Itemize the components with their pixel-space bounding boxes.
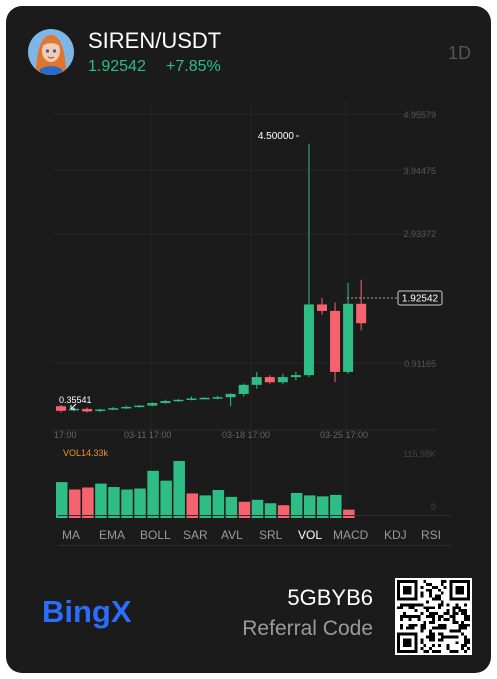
- tab-vol[interactable]: VOL: [298, 528, 323, 542]
- volume-bar: [199, 495, 212, 518]
- qr-code: [395, 578, 472, 655]
- candle-body: [121, 406, 132, 409]
- volume-bar: [238, 501, 251, 518]
- candle-body: [95, 409, 106, 412]
- candle-body: [290, 375, 301, 378]
- tab-sar[interactable]: SAR: [183, 528, 208, 542]
- candle-body: [225, 393, 236, 398]
- divider: [58, 545, 451, 546]
- tab-boll[interactable]: BOLL: [140, 528, 171, 542]
- svg-text:BingX: BingX: [42, 594, 132, 629]
- last-price: 1.92542: [88, 58, 146, 75]
- volume-bar: [134, 488, 146, 518]
- volume-bar: [82, 487, 94, 518]
- volume-max-label: 115.98K: [403, 449, 436, 459]
- pair-title: SIREN/USDT: [88, 28, 222, 53]
- volume-bar: [330, 494, 342, 518]
- volume-bar: [69, 489, 81, 518]
- tab-ema[interactable]: EMA: [99, 528, 126, 542]
- x-tick-label: 03-18 17:00: [222, 430, 270, 440]
- bingx-logo: BingX: [42, 594, 132, 629]
- tab-kdj[interactable]: KDJ: [384, 528, 407, 542]
- x-tick-label: 03-11 17:00: [124, 430, 171, 440]
- candle-body: [264, 377, 275, 383]
- volume-bar: [147, 470, 159, 518]
- volume-bar: [108, 487, 120, 518]
- high-marker: 4.50000: [258, 131, 295, 142]
- candle-body: [251, 377, 262, 385]
- volume-bar: [290, 492, 303, 518]
- candle-body: [173, 399, 184, 402]
- tab-rsi[interactable]: RSI: [421, 528, 442, 542]
- volume-label: VOL14.33k: [63, 448, 109, 458]
- candles-group: [56, 143, 367, 413]
- price-change: +7.85%: [166, 58, 221, 75]
- candle-body: [69, 408, 80, 411]
- candle-body: [186, 398, 197, 400]
- volume-bar: [160, 480, 172, 518]
- indicator-tabs: MA EMA BOLL SAR AVL SRL VOL MACD KDJ RSI: [58, 525, 451, 547]
- share-card: SIREN/USDT 1.92542 +7.85% 1D 4.95579 3.9…: [6, 6, 491, 673]
- volume-zero-label: 0: [431, 502, 436, 512]
- candle-body: [212, 397, 223, 399]
- volume-bar: [173, 460, 185, 518]
- candle-body: [330, 310, 341, 372]
- volume-bar: [277, 505, 290, 518]
- volume-bar: [56, 482, 68, 518]
- candle-body: [277, 377, 288, 383]
- volume-bars-group: [56, 460, 355, 518]
- low-marker-arrow-icon: [70, 403, 77, 410]
- volume-bar: [186, 493, 198, 518]
- candle-body: [56, 406, 66, 411]
- chart-grid: [52, 102, 436, 512]
- candle-body: [317, 304, 327, 311]
- last-price-tag-box: [397, 290, 443, 306]
- x-tick-label: 17:00: [54, 430, 77, 440]
- candle-body: [356, 303, 367, 324]
- candlestick-chart: 4.95579 3.94475 2.93372 0.91165 17:00 03…: [52, 102, 443, 518]
- y-tick-label: 0.91165: [404, 359, 436, 369]
- candle-body: [238, 384, 249, 394]
- volume-bar: [251, 499, 264, 518]
- volume-bar: [212, 489, 225, 518]
- y-tick-label: 3.94475: [403, 166, 436, 176]
- candle-body: [147, 403, 158, 406]
- last-price-tag: 1.92542: [402, 294, 439, 305]
- token-avatar: [28, 29, 74, 75]
- volume-bar: [95, 483, 107, 518]
- candle-body: [134, 405, 145, 408]
- y-tick-label: 2.93372: [403, 229, 436, 239]
- volume-bar: [343, 509, 355, 518]
- timeframe-label: 1D: [448, 43, 472, 63]
- y-tick-label: 4.95579: [403, 110, 436, 120]
- x-tick-label: 03-25 17:00: [320, 430, 368, 440]
- volume-bar: [121, 489, 133, 518]
- volume-bar: [317, 496, 329, 518]
- tab-ma[interactable]: MA: [62, 528, 80, 542]
- divider: [58, 515, 451, 516]
- tab-srl[interactable]: SRL: [259, 528, 283, 542]
- tab-macd[interactable]: MACD: [333, 528, 369, 542]
- candle-body: [343, 303, 354, 372]
- volume-bar: [264, 503, 277, 518]
- candle-body: [199, 397, 210, 400]
- candle-body: [108, 408, 119, 410]
- candle-body: [303, 304, 314, 376]
- tab-avl[interactable]: AVL: [221, 528, 243, 542]
- referral-code: 5GBYB6: [287, 585, 373, 610]
- volume-bar: [303, 495, 316, 518]
- candle-body: [82, 408, 93, 412]
- referral-code-label: Referral Code: [242, 617, 373, 640]
- candle-body: [160, 401, 171, 404]
- volume-bar: [225, 496, 238, 518]
- low-marker: 0.35541: [59, 395, 92, 405]
